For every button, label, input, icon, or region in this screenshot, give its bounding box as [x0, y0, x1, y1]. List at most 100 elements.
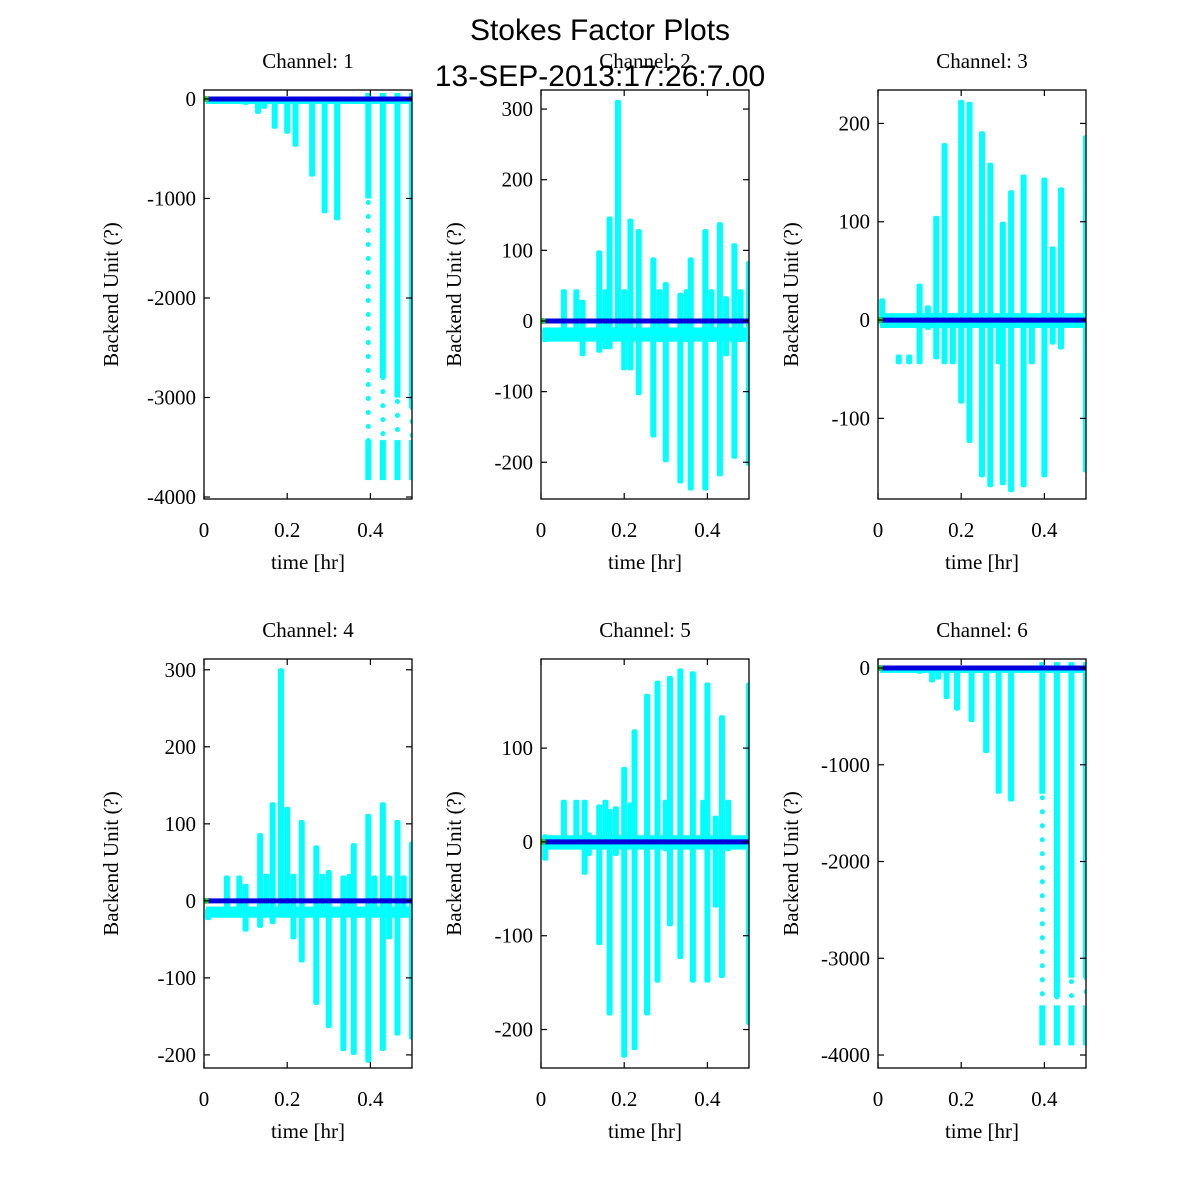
scatter-column-dense	[708, 289, 715, 343]
scatter-column	[612, 806, 619, 856]
scatter-column	[350, 843, 357, 1055]
scatter-baseline-band	[543, 327, 749, 342]
scatter-column	[292, 98, 299, 147]
scatter-column	[334, 98, 341, 221]
scatter-point	[1039, 795, 1045, 801]
scatter-column-dense	[916, 283, 923, 365]
scatter-column-dense	[350, 843, 357, 1055]
scatter-column	[309, 98, 316, 177]
scatter-column-dense	[269, 802, 276, 924]
y-tick-label: 300	[502, 97, 534, 121]
scatter-column	[704, 682, 711, 983]
mean-line-marker	[313, 898, 319, 904]
mean-line-marker	[935, 665, 941, 671]
mean-line-marker	[394, 96, 400, 102]
scatter-point	[365, 297, 371, 303]
mean-line-marker	[663, 839, 669, 845]
scatter-column	[263, 873, 270, 917]
panel-title: Channel: 3	[936, 49, 1028, 73]
x-axis-label: time [hr]	[945, 1119, 1019, 1143]
scatter-point	[380, 417, 386, 423]
scatter-column-dense	[614, 99, 621, 339]
scatter-point	[1039, 977, 1045, 983]
scatter-column-dense	[1049, 246, 1056, 345]
scatter-column-dense	[1068, 1005, 1075, 1046]
scatter-point	[365, 227, 371, 233]
scatter-column-dense	[277, 668, 284, 913]
mean-line-marker	[582, 839, 588, 845]
scatter-point	[1039, 865, 1045, 871]
scatter-column-dense	[1083, 662, 1086, 978]
mean-line-marker	[933, 317, 939, 323]
scatter-column	[400, 875, 407, 913]
mean-line-marker	[380, 96, 386, 102]
mean-line-marker	[667, 839, 673, 845]
scatter-point	[1039, 837, 1045, 843]
y-tick-label: 0	[186, 87, 197, 111]
scatter-column-dense	[560, 289, 567, 336]
scatter-column	[606, 809, 613, 1016]
scatter-column-dense	[325, 870, 332, 1028]
scatter-column	[631, 729, 638, 1051]
scatter-column-dense	[409, 92, 412, 408]
scatter-column	[394, 92, 401, 481]
x-tick-label: 0	[199, 1087, 210, 1111]
scatter-column	[325, 870, 332, 1028]
x-tick-label: 0	[199, 518, 210, 542]
scatter-column-dense	[725, 799, 732, 852]
scatter-column	[596, 250, 603, 353]
y-tick-label: -3000	[821, 946, 870, 970]
mean-line-marker	[1029, 317, 1035, 323]
scatter-point	[380, 389, 386, 395]
mean-line-marker	[261, 96, 267, 102]
scatter-point	[365, 325, 371, 331]
scatter-column-dense	[573, 799, 580, 847]
y-tick-label: -3000	[147, 385, 196, 409]
mean-line-marker	[929, 665, 935, 671]
x-tick-label: 0	[536, 1087, 547, 1111]
panel-channel-5: 0 0.2 0.4 100 0 -100 -200 Channel: 5 time [hr] Ba…	[442, 618, 750, 1143]
scatter-column-dense	[394, 819, 401, 1036]
scatter-column	[708, 289, 715, 343]
mean-line-marker	[627, 318, 633, 324]
scatter-column	[606, 216, 613, 350]
scatter-column	[321, 98, 328, 214]
scatter-point	[365, 409, 371, 415]
axes-frame	[540, 89, 750, 500]
scatter-column-dense	[321, 98, 328, 214]
scatter-column	[941, 143, 948, 365]
scatter-point	[365, 283, 371, 289]
scatter-column-dense	[394, 92, 401, 398]
mean-line-marker	[627, 839, 633, 845]
scatter-column-dense	[677, 292, 684, 484]
scatter-column	[379, 92, 386, 481]
panel-title: Channel: 1	[262, 49, 354, 73]
y-tick-label: -200	[495, 450, 534, 474]
mean-line-marker	[299, 898, 305, 904]
scatter-column-dense	[644, 693, 651, 1016]
scatter-column	[223, 875, 230, 913]
scatter-column	[644, 693, 651, 1016]
scatter-baseline-band	[206, 906, 412, 918]
scatter-column-dense	[606, 216, 613, 350]
scatter-point	[365, 381, 371, 387]
mean-line-marker	[602, 839, 608, 845]
scatter-column-dense	[271, 98, 278, 129]
y-tick-label: 0	[523, 830, 534, 854]
scatter-column	[716, 222, 723, 477]
scatter-point	[1068, 979, 1074, 985]
scatter-column	[935, 667, 942, 680]
scatter-column	[677, 292, 684, 484]
y-tick-label: -4000	[821, 1043, 870, 1067]
scatter-column	[621, 766, 628, 1058]
scatter-column	[987, 162, 994, 488]
scatter-column	[1058, 187, 1065, 350]
mean-line-marker	[372, 898, 378, 904]
mean-line-marker	[700, 839, 706, 845]
scatter-column-dense	[386, 875, 393, 940]
mean-line-marker	[657, 318, 663, 324]
panel-title: Channel: 5	[599, 618, 691, 642]
scatter-column-dense	[255, 98, 262, 114]
mean-line-marker	[290, 898, 296, 904]
